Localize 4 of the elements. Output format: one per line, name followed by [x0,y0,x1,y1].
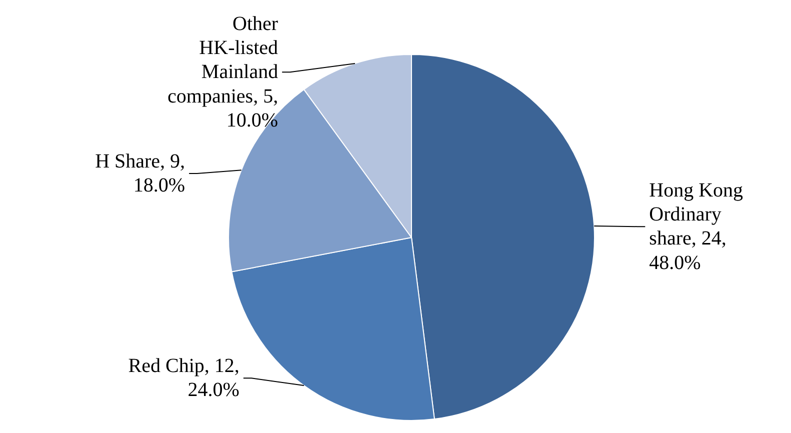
slice-label: H Share, 9, 18.0% [95,150,186,197]
slice-label: Red Chip, 12, 24.0% [128,355,240,402]
slice-label: Hong Kong Ordinary share, 24, 48.0% [649,179,744,274]
slice-label: Other HK-listed Mainland companies, 5, 10.0% [168,12,278,132]
